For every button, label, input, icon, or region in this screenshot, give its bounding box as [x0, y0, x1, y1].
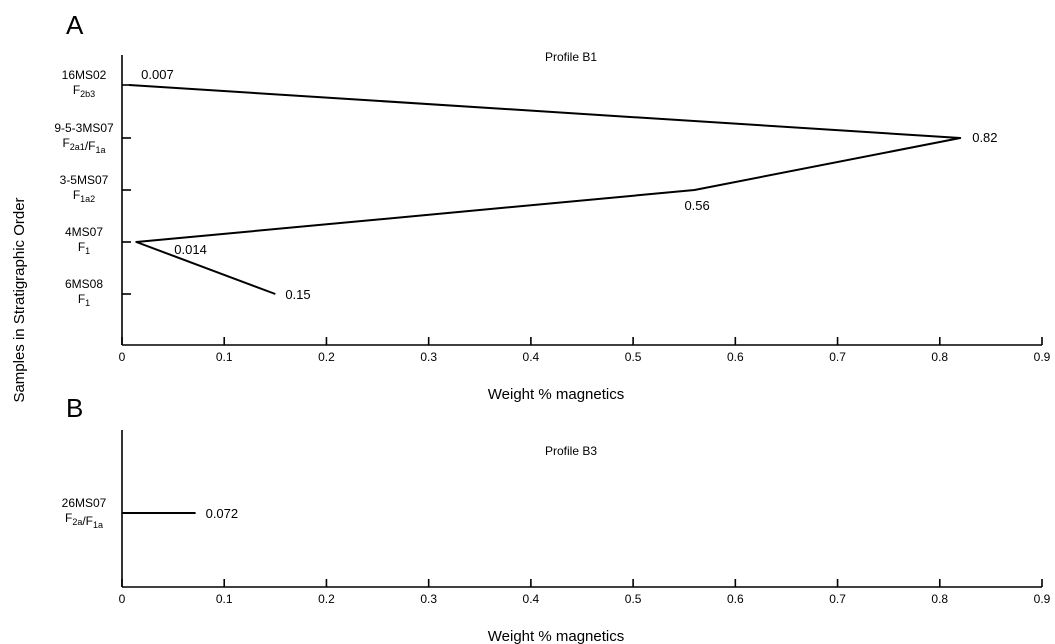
category-label: 26MS07: [62, 496, 107, 510]
x-tick-label: 0.4: [523, 350, 540, 364]
x-tick-label: 0.2: [318, 592, 335, 606]
category-label: 16MS02: [62, 68, 107, 82]
category-facies-label: F1a2: [73, 188, 95, 204]
x-tick-label: 0.9: [1034, 592, 1051, 606]
x-tick-label: 0.6: [727, 350, 744, 364]
category-facies-label: F2a1/F1a: [62, 136, 105, 155]
category-label: 9-5-3MS07: [54, 121, 114, 135]
x-axis-label: Weight % magnetics: [488, 628, 624, 644]
x-tick-label: 0.3: [420, 592, 437, 606]
panel-b: B Profile B3 0 0.1 0.2 0.3 0.4 0.5 0.6 0.7 0.8 0.9 W…: [62, 393, 1051, 644]
category-label: 3-5MS07: [60, 173, 109, 187]
x-tick-label: 0.7: [829, 592, 846, 606]
x-tick-label: 0.3: [420, 350, 437, 364]
x-tick-label: 0.6: [727, 592, 744, 606]
panel-letter: B: [66, 393, 83, 423]
category-facies-label: F2b3: [73, 83, 95, 99]
x-tick-label: 0.5: [625, 592, 642, 606]
x-tick-label: 0.2: [318, 350, 335, 364]
x-tick-label: 0.1: [216, 350, 233, 364]
x-tick-label: 0.5: [625, 350, 642, 364]
category-facies-label: F2a/F1a: [65, 511, 103, 530]
data-label: 0.007: [141, 67, 174, 82]
category-label: 4MS07: [65, 225, 103, 239]
x-tick-label: 0: [119, 350, 126, 364]
data-label: 0.15: [285, 287, 310, 302]
data-label: 0.072: [206, 506, 239, 521]
category-label: 6MS08: [65, 277, 103, 291]
category-facies-label: F1: [78, 292, 90, 308]
series-line: [129, 84, 962, 295]
x-tick-label: 0.8: [931, 592, 948, 606]
panel-letter: A: [66, 10, 84, 40]
category-facies-label: F1: [78, 240, 90, 256]
x-tick-label: 0.1: [216, 592, 233, 606]
x-tick-label: 0.8: [931, 350, 948, 364]
x-tick-label: 0: [119, 592, 126, 606]
chart-title: Profile B1: [545, 50, 597, 64]
x-axis-label: Weight % magnetics: [488, 386, 624, 403]
x-tick-label: 0.9: [1034, 350, 1051, 364]
x-tick-label: 0.4: [523, 592, 540, 606]
data-label: 0.014: [174, 242, 207, 257]
data-label: 0.82: [972, 130, 997, 145]
x-tick-label: 0.7: [829, 350, 846, 364]
y-axis-label: Samples in Stratigraphic Order: [11, 197, 28, 402]
data-label: 0.56: [684, 198, 709, 213]
panel-a: A Profile B1 0 0.1 0.2 0.3 0.4 0.5 0.6 0.7 0.8 0.9 W…: [54, 10, 1050, 403]
chart-title: Profile B3: [545, 444, 597, 458]
